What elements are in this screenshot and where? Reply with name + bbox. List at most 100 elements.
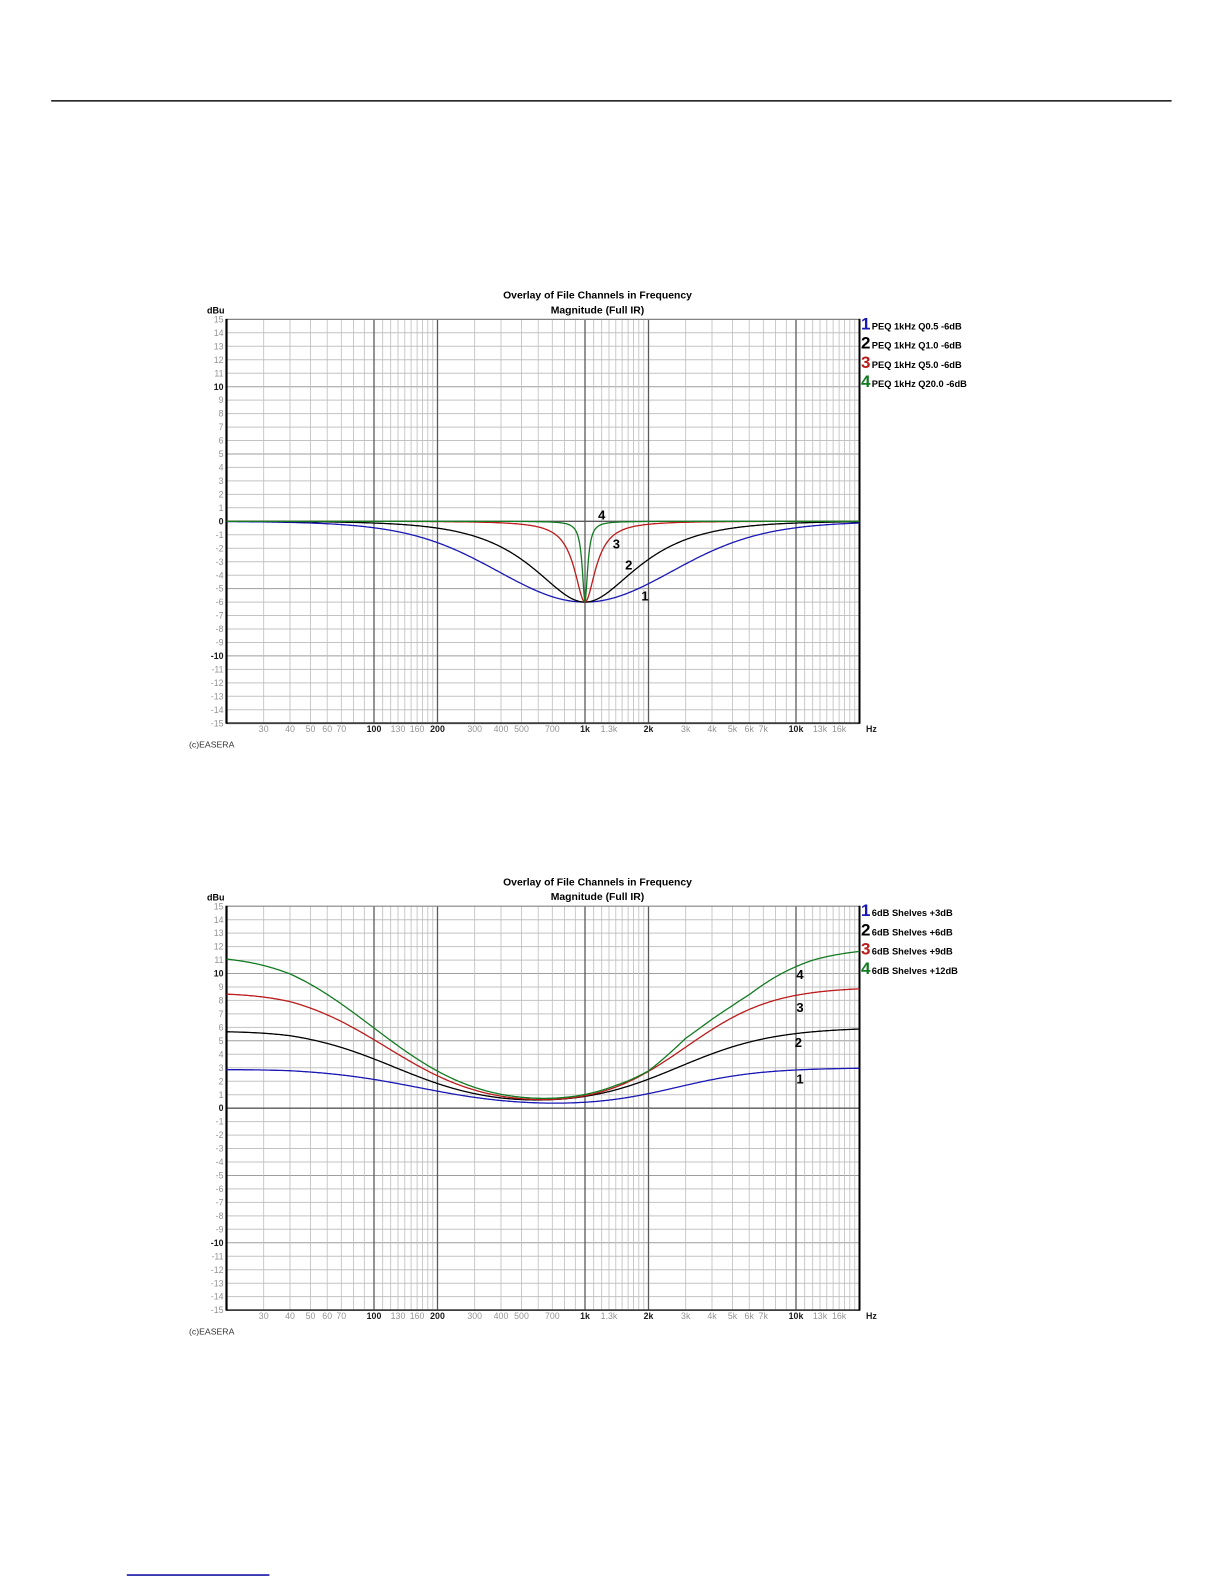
svg-text:-7: -7 (216, 1198, 224, 1208)
svg-text:500: 500 (514, 1311, 529, 1321)
svg-text:dBu: dBu (207, 892, 225, 902)
svg-text:700: 700 (545, 724, 560, 734)
svg-text:Overlay of File Channels in Fr: Overlay of File Channels in Frequency (503, 291, 692, 302)
svg-text:7k: 7k (759, 724, 769, 734)
svg-text:3k: 3k (681, 724, 691, 734)
svg-text:-10: -10 (211, 651, 224, 661)
svg-text:1: 1 (861, 901, 870, 920)
svg-text:-3: -3 (216, 557, 224, 567)
svg-text:-14: -14 (211, 1292, 224, 1302)
svg-text:-13: -13 (211, 1278, 224, 1288)
svg-text:3: 3 (219, 476, 224, 486)
svg-text:-11: -11 (211, 665, 223, 675)
svg-text:14: 14 (214, 915, 224, 925)
svg-text:1: 1 (641, 588, 648, 603)
svg-text:30: 30 (259, 1311, 269, 1321)
svg-text:-10: -10 (211, 1238, 224, 1248)
svg-text:6dB Shelves +3dB: 6dB Shelves +3dB (872, 908, 953, 918)
svg-text:100: 100 (367, 1311, 382, 1321)
svg-text:8: 8 (219, 409, 224, 419)
svg-text:-2: -2 (216, 1130, 224, 1140)
svg-text:1.3k: 1.3k (601, 1311, 618, 1321)
svg-text:13k: 13k (813, 724, 828, 734)
svg-text:-9: -9 (216, 638, 224, 648)
svg-text:1k: 1k (580, 724, 590, 734)
svg-text:2k: 2k (644, 724, 654, 734)
svg-text:4: 4 (598, 508, 606, 523)
svg-text:13k: 13k (813, 1311, 828, 1321)
svg-text:-9: -9 (216, 1224, 224, 1234)
svg-text:-8: -8 (216, 624, 224, 634)
svg-text:40: 40 (285, 1311, 295, 1321)
svg-text:-12: -12 (211, 1265, 224, 1275)
svg-text:Magnitude (Full IR): Magnitude (Full IR) (551, 305, 645, 316)
svg-text:40: 40 (285, 724, 295, 734)
svg-text:10: 10 (214, 969, 224, 979)
svg-text:400: 400 (494, 724, 509, 734)
svg-text:11: 11 (214, 368, 223, 378)
svg-text:70: 70 (336, 1311, 346, 1321)
svg-text:4: 4 (861, 372, 871, 391)
svg-text:50: 50 (306, 1311, 316, 1321)
svg-text:-6: -6 (216, 597, 224, 607)
svg-text:(c)EASERA: (c)EASERA (189, 1326, 235, 1336)
svg-text:Magnitude (Full IR): Magnitude (Full IR) (551, 892, 645, 903)
svg-text:0: 0 (219, 516, 224, 526)
svg-text:-14: -14 (211, 705, 224, 715)
svg-text:4k: 4k (707, 1311, 717, 1321)
svg-text:160: 160 (410, 724, 425, 734)
svg-text:Hz: Hz (866, 724, 877, 734)
svg-text:300: 300 (467, 1311, 482, 1321)
svg-text:-4: -4 (216, 570, 224, 580)
svg-text:13: 13 (214, 928, 224, 938)
svg-text:-6: -6 (216, 1184, 224, 1194)
svg-text:5k: 5k (728, 1311, 738, 1321)
svg-text:2k: 2k (644, 1311, 654, 1321)
svg-text:PEQ 1kHz Q20.0 -6dB: PEQ 1kHz Q20.0 -6dB (872, 379, 967, 389)
svg-text:PEQ 1kHz Q0.5 -6dB: PEQ 1kHz Q0.5 -6dB (872, 321, 962, 331)
svg-text:2: 2 (219, 490, 224, 500)
svg-text:PEQ 1kHz Q5.0 -6dB: PEQ 1kHz Q5.0 -6dB (872, 360, 962, 370)
svg-text:3: 3 (613, 536, 620, 551)
svg-text:16k: 16k (832, 1311, 847, 1321)
svg-text:2: 2 (625, 558, 632, 573)
svg-text:11: 11 (214, 955, 223, 965)
svg-text:400: 400 (494, 1311, 509, 1321)
svg-text:-12: -12 (211, 678, 224, 688)
svg-text:60: 60 (322, 724, 332, 734)
svg-text:6dB Shelves +6dB: 6dB Shelves +6dB (872, 928, 953, 938)
svg-text:6dB Shelves +9dB: 6dB Shelves +9dB (872, 947, 953, 957)
svg-text:6dB Shelves +12dB: 6dB Shelves +12dB (872, 966, 958, 976)
svg-text:-1: -1 (216, 530, 224, 540)
svg-text:1: 1 (219, 503, 224, 513)
svg-text:500: 500 (514, 724, 529, 734)
svg-text:6: 6 (219, 436, 224, 446)
svg-text:2: 2 (795, 1035, 802, 1050)
svg-text:7: 7 (219, 422, 224, 432)
svg-text:-15: -15 (211, 1305, 224, 1315)
svg-text:7: 7 (219, 1009, 224, 1019)
svg-text:6k: 6k (745, 724, 755, 734)
svg-text:9: 9 (219, 395, 224, 405)
svg-text:700: 700 (545, 1311, 560, 1321)
svg-text:4k: 4k (707, 724, 717, 734)
svg-text:1: 1 (796, 1072, 803, 1087)
svg-text:60: 60 (322, 1311, 332, 1321)
svg-text:-3: -3 (216, 1144, 224, 1154)
svg-text:-4: -4 (216, 1157, 224, 1167)
svg-text:12: 12 (214, 942, 224, 952)
svg-text:-15: -15 (211, 718, 224, 728)
svg-text:2: 2 (219, 1076, 224, 1086)
svg-text:7k: 7k (759, 1311, 769, 1321)
svg-text:1.3k: 1.3k (601, 724, 618, 734)
svg-text:-5: -5 (216, 584, 224, 594)
svg-text:15: 15 (214, 314, 224, 324)
svg-text:-2: -2 (216, 543, 224, 553)
svg-text:-1: -1 (216, 1117, 224, 1127)
svg-text:12: 12 (214, 355, 224, 365)
svg-text:14: 14 (214, 328, 224, 338)
svg-text:300: 300 (467, 724, 482, 734)
svg-text:4: 4 (796, 967, 804, 982)
svg-text:-7: -7 (216, 611, 224, 621)
svg-text:5: 5 (219, 1036, 224, 1046)
